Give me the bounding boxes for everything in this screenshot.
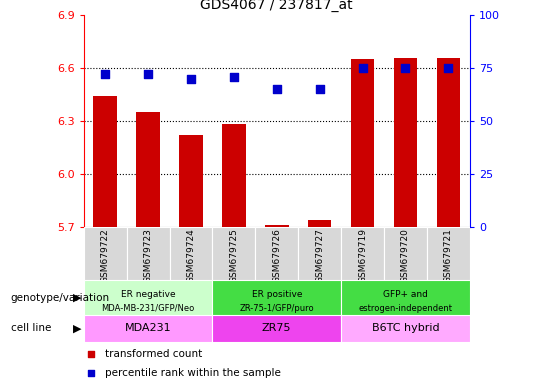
Point <box>101 71 110 78</box>
Text: GSM679723: GSM679723 <box>144 228 153 283</box>
Bar <box>84 227 126 280</box>
Bar <box>341 315 470 342</box>
Text: ER negative: ER negative <box>121 290 176 299</box>
Bar <box>436 58 460 227</box>
Text: GFP+ and: GFP+ and <box>383 290 428 299</box>
Text: MDA-MB-231/GFP/Neo: MDA-MB-231/GFP/Neo <box>102 304 195 313</box>
Text: ER positive: ER positive <box>252 290 302 299</box>
Text: GSM679721: GSM679721 <box>444 228 453 283</box>
Text: transformed count: transformed count <box>105 349 202 359</box>
Text: ▶: ▶ <box>73 323 82 333</box>
Text: GSM679724: GSM679724 <box>186 228 195 283</box>
Bar <box>341 280 470 315</box>
Text: estrogen-independent: estrogen-independent <box>359 304 453 313</box>
Text: GSM679720: GSM679720 <box>401 228 410 283</box>
Text: percentile rank within the sample: percentile rank within the sample <box>105 368 281 378</box>
Text: ZR-75-1/GFP/puro: ZR-75-1/GFP/puro <box>239 304 314 313</box>
Bar <box>255 227 298 280</box>
Bar <box>298 227 341 280</box>
Bar <box>394 58 417 227</box>
Text: genotype/variation: genotype/variation <box>11 293 110 303</box>
Bar <box>308 220 332 227</box>
Text: GSM679719: GSM679719 <box>358 228 367 283</box>
Text: GSM679727: GSM679727 <box>315 228 324 283</box>
Point <box>358 65 367 71</box>
Bar <box>351 60 374 227</box>
Point <box>187 76 195 82</box>
Bar <box>84 280 212 315</box>
Point <box>87 370 96 376</box>
Bar <box>170 227 212 280</box>
Bar <box>212 227 255 280</box>
Bar <box>93 96 117 227</box>
Point <box>444 65 453 71</box>
Bar <box>84 315 212 342</box>
Point <box>87 351 96 357</box>
Bar <box>126 227 170 280</box>
Bar <box>222 124 246 227</box>
Text: GSM679726: GSM679726 <box>272 228 281 283</box>
Bar <box>384 227 427 280</box>
Bar <box>341 227 384 280</box>
Bar <box>265 225 288 227</box>
Text: GSM679725: GSM679725 <box>230 228 238 283</box>
Text: B6TC hybrid: B6TC hybrid <box>372 323 439 333</box>
Title: GDS4067 / 237817_at: GDS4067 / 237817_at <box>200 0 353 12</box>
Point <box>144 71 152 78</box>
Bar <box>212 280 341 315</box>
Point <box>230 74 238 80</box>
Text: GSM679722: GSM679722 <box>100 228 110 283</box>
Point <box>315 86 324 92</box>
Text: cell line: cell line <box>11 323 51 333</box>
Point <box>273 86 281 92</box>
Text: MDA231: MDA231 <box>125 323 171 333</box>
Point <box>401 65 410 71</box>
Bar <box>179 135 202 227</box>
Bar <box>136 112 160 227</box>
Text: ▶: ▶ <box>73 293 82 303</box>
Text: ZR75: ZR75 <box>262 323 292 333</box>
Bar <box>427 227 470 280</box>
Bar <box>212 315 341 342</box>
